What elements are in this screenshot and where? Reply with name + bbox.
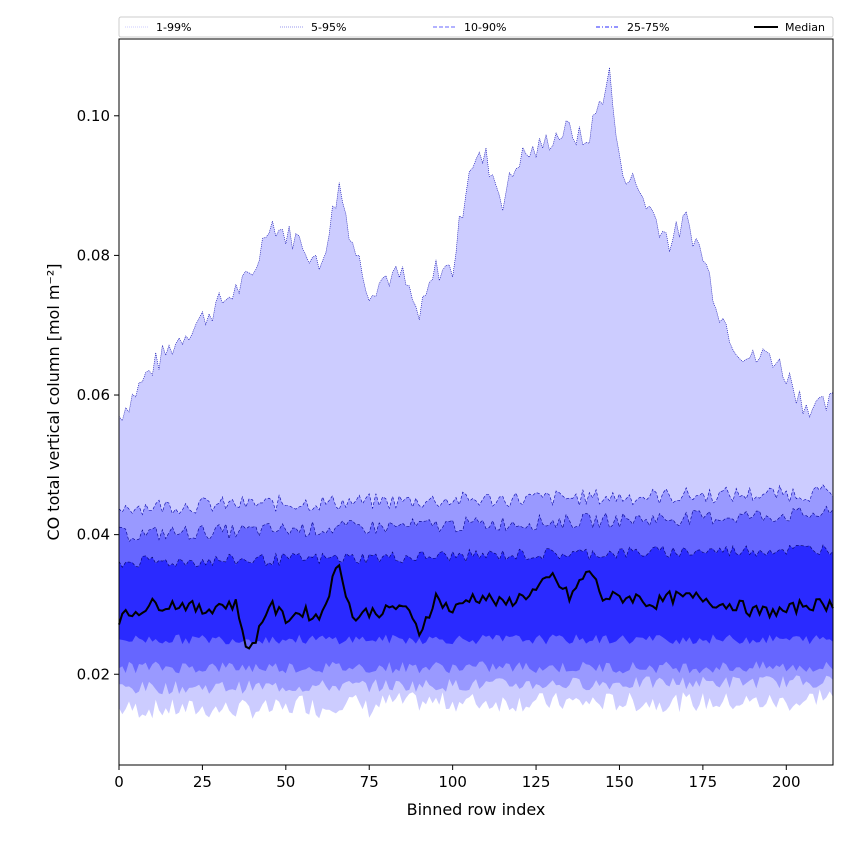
band-25-75% — [119, 545, 833, 645]
x-tick-label: 50 — [276, 773, 295, 791]
y-tick-label: 0.04 — [77, 526, 110, 544]
band-edge-10-90% — [118, 505, 834, 543]
y-ticks: 0.02 0.04 0.06 0.08 0.10 — [77, 107, 119, 683]
x-ticks: 0 25 50 75 100 125 150 175 200 — [114, 765, 801, 791]
y-tick-label: 0.06 — [77, 386, 110, 404]
x-tick-label: 25 — [193, 773, 212, 791]
x-tick-label: 200 — [772, 773, 801, 791]
plot-frame — [118, 38, 834, 766]
bands-layer — [118, 67, 834, 719]
lines-layer — [118, 563, 834, 650]
x-tick-label: 125 — [522, 773, 551, 791]
legend-label-Median: Median — [785, 21, 825, 34]
band-edge-1-99% — [118, 67, 834, 422]
band-edge-5-95% — [118, 484, 834, 516]
legend-label-1-99%: 1-99% — [156, 21, 191, 34]
x-tick-label: 75 — [360, 773, 379, 791]
x-axis-label: Binned row index — [407, 800, 546, 819]
legend-label-5-95%: 5-95% — [311, 21, 346, 34]
legend-box — [118, 16, 834, 38]
x-tick-label: 175 — [689, 773, 718, 791]
y-tick-label: 0.02 — [77, 665, 110, 683]
legend-label-10-90%: 10-90% — [464, 21, 506, 34]
legend: 1-99% 5-95% 10-90% 25-75% Median — [118, 16, 834, 38]
y-tick-label: 0.10 — [77, 107, 110, 125]
x-tick-label: 100 — [438, 773, 467, 791]
x-tick-label: 0 — [114, 773, 124, 791]
legend-label-25-75%: 25-75% — [627, 21, 669, 34]
y-tick-label: 0.08 — [77, 246, 110, 264]
band-edge-25-75% — [118, 544, 834, 568]
y-axis-label: CO total vertical column [mol m⁻²] — [44, 263, 63, 540]
x-tick-label: 150 — [605, 773, 634, 791]
series-line-median — [118, 563, 834, 650]
